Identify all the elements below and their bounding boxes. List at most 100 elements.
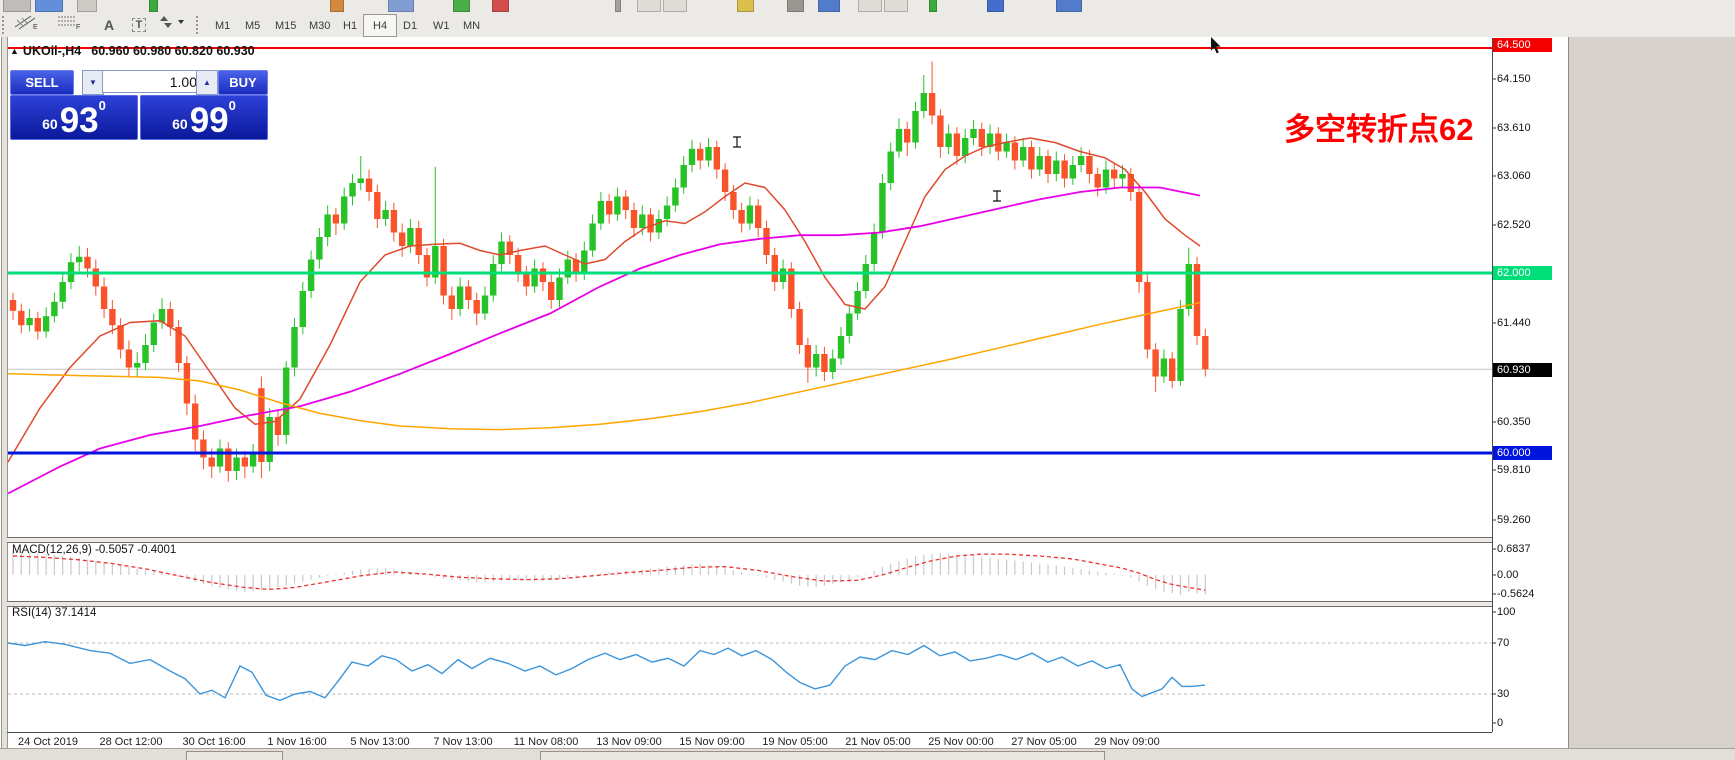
timeframe-button-m5[interactable]: M5 — [245, 19, 261, 32]
equidistant-channel-button[interactable]: E — [14, 14, 48, 35]
chart-title: ▲ UKOil-,H4 60.960 60.980 60.820 60.930 — [10, 44, 255, 58]
window-left-edge — [1, 37, 8, 760]
timeframe-button-h4[interactable]: H4 — [363, 14, 398, 37]
buy-price-prefix: 60 — [172, 116, 188, 132]
rsi-panel-plot[interactable] — [8, 605, 1492, 732]
macd-panel-separator[interactable] — [7, 537, 1492, 543]
toolbar-icon-fragment[interactable] — [3, 0, 31, 12]
time-axis-label: 30 Oct 16:00 — [182, 736, 246, 748]
sell-price-box[interactable]: 60 93 0 — [10, 95, 138, 140]
toolbar-icon-fragment[interactable] — [35, 0, 63, 12]
price-axis-label: 59.260 — [1497, 514, 1531, 526]
rsi-axis-label: 70 — [1497, 637, 1510, 649]
time-axis-label: 28 Oct 12:00 — [99, 736, 163, 748]
bottom-window-tab[interactable] — [186, 751, 283, 760]
collapse-triangle-icon[interactable]: ▲ — [10, 46, 19, 56]
price-axis-label: 64.500 — [1493, 38, 1552, 52]
time-axis-label: 25 Nov 00:00 — [928, 736, 994, 748]
toolbar-icon-fragment[interactable] — [884, 0, 908, 12]
toolbar-icon-fragment[interactable] — [663, 0, 687, 12]
toolbar-icon-fragment[interactable] — [453, 0, 470, 12]
toolbar-icon-fragment[interactable] — [929, 0, 937, 12]
timeframe-button-m15[interactable]: M15 — [275, 19, 297, 32]
macd-title: MACD(12,26,9) -0.5057 -0.4001 — [12, 544, 177, 556]
time-axis-label: 27 Nov 05:00 — [1011, 736, 1077, 748]
toolbar-icon-fragment[interactable] — [737, 0, 754, 12]
toolbar-icon-fragment[interactable] — [492, 0, 509, 12]
ohlc-values: 60.960 60.980 60.820 60.930 — [91, 44, 255, 58]
macd-axis-label: 0.00 — [1497, 569, 1519, 581]
toolbar-grip[interactable] — [2, 16, 7, 34]
chart-annotation-text: 多空转折点62 — [1284, 112, 1474, 147]
time-axis-label: 5 Nov 13:00 — [350, 736, 410, 748]
price-axis-label: 61.440 — [1497, 317, 1531, 329]
toolbar-icon-fragment[interactable] — [987, 0, 1004, 12]
macd-panel-plot[interactable] — [8, 541, 1492, 600]
buy-button[interactable]: BUY — [218, 70, 268, 95]
time-axis-label: 21 Nov 05:00 — [845, 736, 911, 748]
toolbar: E F A T — [0, 0, 1735, 38]
macd-axis-label: -0.5624 — [1497, 588, 1535, 600]
buy-price-box[interactable]: 60 99 0 — [140, 95, 268, 140]
toolbar-icon-fragment[interactable] — [615, 0, 621, 12]
volume-input[interactable] — [102, 70, 204, 93]
time-axis-label: 13 Nov 09:00 — [596, 736, 662, 748]
toolbar-icon-fragment[interactable] — [77, 0, 97, 12]
price-axis-label: 64.150 — [1497, 73, 1531, 85]
timeframe-button-w1[interactable]: W1 — [433, 19, 450, 32]
toolbar-icon-fragment[interactable] — [787, 0, 804, 12]
volume-down-spinner[interactable]: ▼ — [82, 70, 104, 95]
rsi-panel-bottom-border — [7, 732, 1492, 733]
equidistant-channel-icon: E — [14, 15, 38, 30]
rsi-title: RSI(14) 37.1414 — [12, 607, 97, 619]
arrows-icon — [160, 16, 184, 28]
time-axis-label: 24 Oct 2019 — [18, 736, 78, 748]
volume-up-spinner[interactable]: ▲ — [196, 70, 218, 95]
price-axis-label: 62.000 — [1493, 266, 1552, 280]
timeframe-button-m30[interactable]: M30 — [309, 19, 331, 32]
rsi-panel-separator[interactable] — [7, 601, 1492, 607]
time-axis-label: 19 Nov 05:00 — [762, 736, 828, 748]
time-axis-label: 1 Nov 16:00 — [267, 736, 327, 748]
toolbar-icon-fragment[interactable] — [330, 0, 344, 12]
toolbar-icon-fragment[interactable] — [1056, 0, 1082, 12]
price-axis-label: 60.000 — [1493, 446, 1552, 460]
arrows-dropdown-button[interactable] — [158, 14, 192, 35]
toolbar-grip-2[interactable] — [196, 16, 201, 34]
timeframe-button-d1[interactable]: D1 — [403, 19, 418, 32]
fibonacci-button[interactable]: F — [56, 14, 90, 35]
svg-text:F: F — [76, 24, 80, 30]
time-axis-label: 7 Nov 13:00 — [433, 736, 493, 748]
text-tool-button[interactable]: A — [98, 14, 120, 35]
price-axis-border — [1492, 38, 1493, 732]
timeframe-button-mn[interactable]: MN — [463, 19, 481, 32]
timeframe-button-m1[interactable]: M1 — [215, 19, 231, 32]
sell-price-sup: 0 — [98, 98, 106, 113]
rsi-axis-label: 30 — [1497, 688, 1510, 700]
rsi-axis-label: 0 — [1497, 717, 1504, 729]
bottom-window-tab-2[interactable] — [540, 751, 1105, 760]
time-axis-label: 11 Nov 08:00 — [513, 736, 579, 748]
one-click-trade-panel: SELL ▼ ▲ BUY 60 93 0 60 99 0 — [8, 68, 268, 140]
workspace-background — [1568, 37, 1735, 760]
price-axis-label: 63.060 — [1497, 170, 1531, 182]
toolbar-icon-fragment[interactable] — [858, 0, 882, 12]
text-label-button[interactable]: T — [128, 14, 150, 35]
text-tool-icon: A — [103, 16, 115, 33]
sell-price-prefix: 60 — [42, 116, 58, 132]
timeframe-button-h1[interactable]: H1 — [343, 19, 358, 32]
buy-price-sup: 0 — [228, 98, 236, 113]
rsi-axis-label: 100 — [1497, 606, 1516, 618]
fibonacci-icon: F — [58, 16, 80, 30]
toolbar-icon-fragment[interactable] — [149, 0, 158, 12]
price-axis-label: 62.520 — [1497, 219, 1531, 231]
toolbar-icon-fragment[interactable] — [818, 0, 840, 12]
sell-button[interactable]: SELL — [10, 70, 74, 95]
symbol-timeframe: UKOil-,H4 — [22, 44, 82, 58]
text-label-icon: T — [131, 17, 147, 32]
price-axis-label: 59.810 — [1497, 464, 1531, 476]
toolbar-icon-fragment[interactable] — [637, 0, 661, 12]
bottom-window-strip — [0, 748, 1735, 760]
toolbar-icon-fragment[interactable] — [388, 0, 414, 12]
